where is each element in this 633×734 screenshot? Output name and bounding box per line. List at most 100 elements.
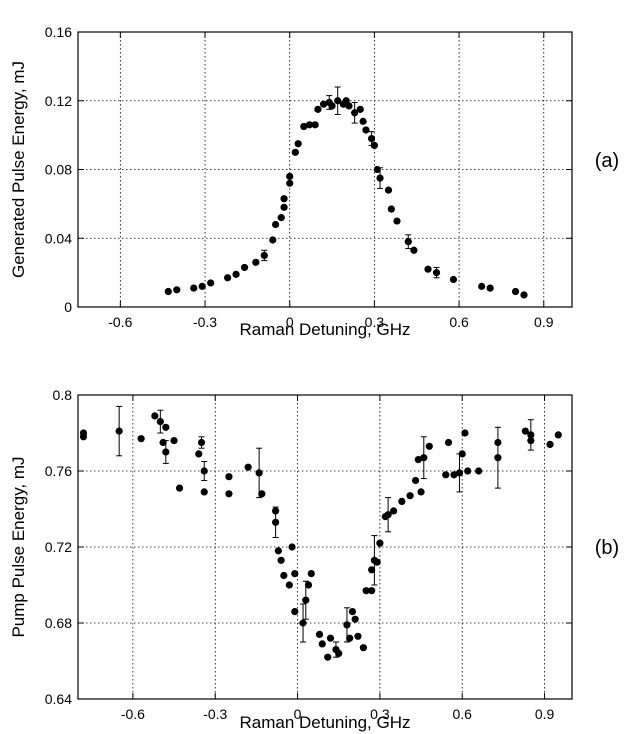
data-point <box>461 429 469 437</box>
data-point <box>345 102 353 110</box>
data-point <box>370 141 378 150</box>
data-point <box>546 440 554 448</box>
data-point <box>173 286 181 294</box>
data-point <box>240 263 249 272</box>
data-point <box>137 435 145 443</box>
x-tick-label: -0.3 <box>193 314 217 330</box>
data-point <box>291 570 299 578</box>
data-point <box>411 476 420 485</box>
data-point <box>115 427 123 435</box>
data-point <box>486 284 494 292</box>
data-point <box>285 581 293 589</box>
data-point <box>299 619 307 627</box>
data-point <box>368 587 376 595</box>
data-point <box>291 608 299 616</box>
data-point <box>334 97 342 105</box>
data-point <box>272 220 280 229</box>
data-point <box>368 566 376 574</box>
data-point <box>362 126 370 134</box>
x-axis-title: Raman Detuning, GHz <box>239 713 410 732</box>
x-tick-label: -0.3 <box>203 706 227 722</box>
data-point <box>304 581 313 589</box>
data-point <box>348 608 357 616</box>
y-tick-label: 0.76 <box>45 463 72 479</box>
data-point <box>302 596 310 604</box>
data-point <box>359 644 368 652</box>
data-point <box>387 205 395 213</box>
data-point <box>224 274 232 282</box>
data-point <box>521 427 529 435</box>
y-tick-label: 0.72 <box>45 539 72 555</box>
data-point <box>200 467 208 475</box>
data-point <box>494 454 502 462</box>
data-point <box>291 148 299 156</box>
data-point <box>318 640 326 648</box>
data-point <box>432 269 441 277</box>
data-point <box>280 203 288 211</box>
data-point <box>307 570 315 578</box>
data-point <box>351 615 359 623</box>
x-tick-label: 0.3 <box>370 706 390 722</box>
y-tick-label: 0.08 <box>45 162 72 178</box>
data-point <box>376 539 384 547</box>
data-point <box>286 172 294 180</box>
data-point <box>225 473 233 481</box>
data-point <box>156 418 164 426</box>
data-point <box>351 109 359 117</box>
data-point <box>274 547 282 555</box>
data-point <box>170 437 178 445</box>
y-tick-label: 0 <box>64 299 72 315</box>
data-point <box>376 174 384 182</box>
data-point <box>319 100 328 108</box>
data-point <box>464 467 472 475</box>
data-point <box>269 236 277 244</box>
data-point <box>478 282 486 290</box>
plot-frame <box>77 31 573 308</box>
data-point <box>195 450 203 458</box>
data-point <box>442 471 450 479</box>
y-axis-title: Pump Pulse Energy, mJ <box>9 456 28 637</box>
data-point <box>373 558 381 566</box>
data-point <box>326 634 335 642</box>
data-point <box>511 287 520 296</box>
data-point <box>424 265 432 273</box>
data-point <box>406 492 414 500</box>
data-point <box>288 543 296 551</box>
data-point <box>359 117 367 125</box>
data-point <box>455 469 464 477</box>
data-point <box>390 507 398 515</box>
data-point <box>79 429 88 437</box>
data-point <box>494 438 502 447</box>
data-point <box>420 454 428 462</box>
x-tick-label: -0.6 <box>121 706 145 722</box>
data-point <box>300 122 308 131</box>
data-point <box>200 488 208 496</box>
data-point <box>162 423 170 431</box>
data-point <box>417 488 425 496</box>
data-point <box>393 217 401 225</box>
panel-label: (b) <box>595 537 619 559</box>
data-point <box>258 490 266 498</box>
data-point <box>280 195 288 203</box>
data-point <box>315 630 324 639</box>
data-point <box>410 246 418 254</box>
data-point <box>286 179 294 187</box>
data-point <box>294 140 302 148</box>
data-point <box>346 634 354 642</box>
data-point <box>450 471 458 479</box>
data-point <box>305 121 314 129</box>
data-point <box>343 621 351 629</box>
data-point <box>244 463 252 471</box>
data-point <box>362 587 370 595</box>
data-point <box>527 437 535 445</box>
y-tick-label: 0.12 <box>45 93 72 109</box>
y-tick-label: 0.16 <box>45 24 72 40</box>
data-point <box>449 275 458 284</box>
data-point <box>458 450 466 458</box>
data-point <box>354 632 362 640</box>
y-tick-label: 0.64 <box>45 691 72 707</box>
data-point <box>162 448 170 456</box>
y-tick-label: 0.68 <box>45 615 72 631</box>
data-point <box>175 484 184 492</box>
